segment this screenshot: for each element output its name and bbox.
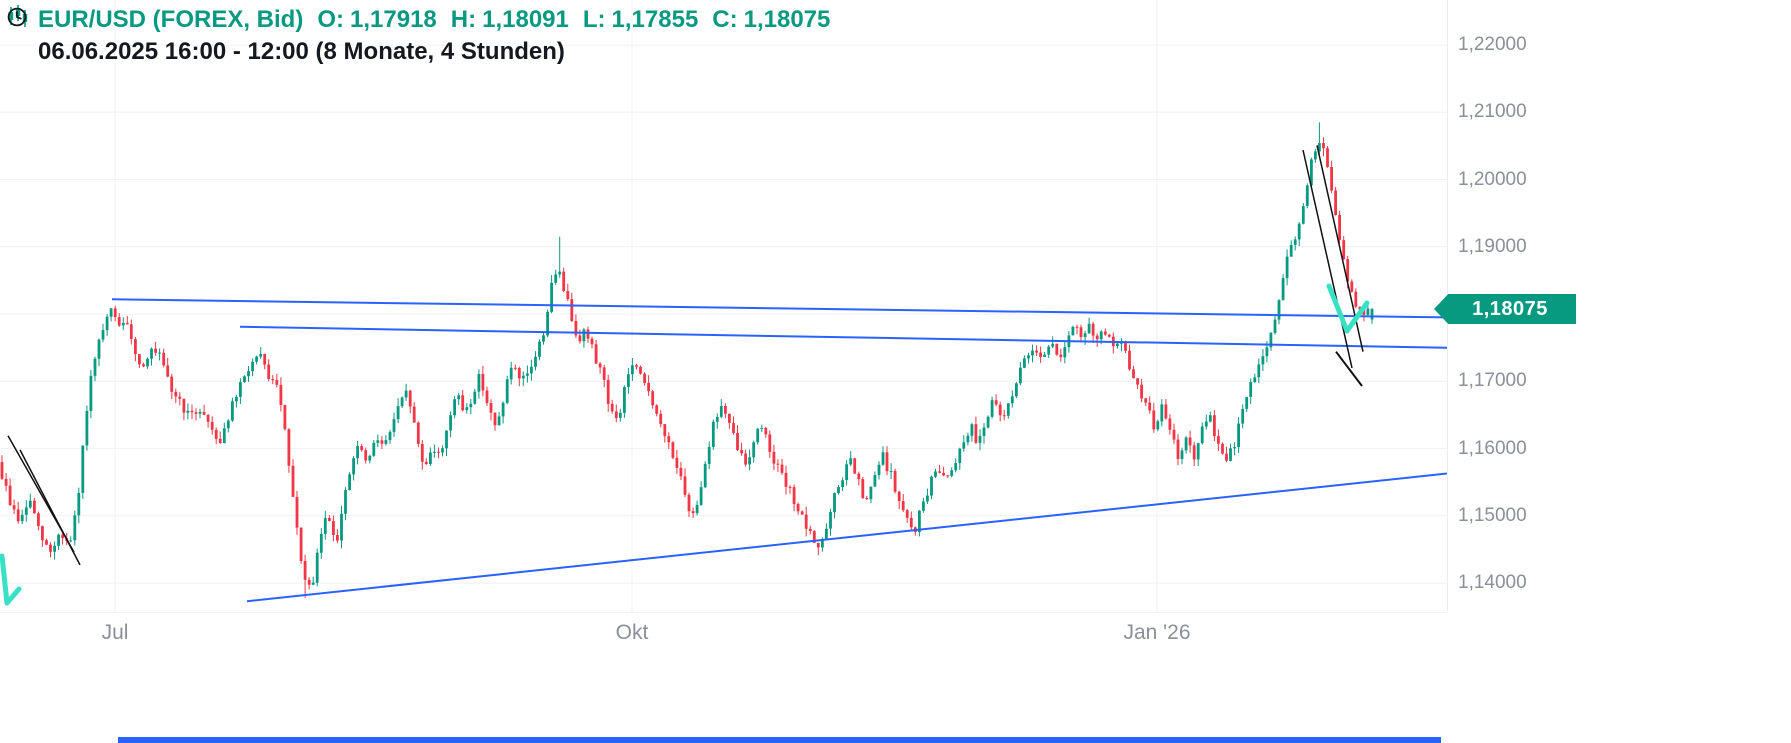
bottom-scrollbar[interactable] bbox=[118, 737, 1441, 743]
time-axis-label: Okt bbox=[615, 621, 649, 644]
price-tick-label: 1,21000 bbox=[1458, 101, 1527, 122]
time-axis-label: Jul bbox=[101, 621, 129, 644]
price-tick-label: 1,16000 bbox=[1458, 438, 1527, 459]
current-price-badge: 1,18075 bbox=[1434, 294, 1576, 324]
chart-legend: EUR/USD (FOREX, Bid) O: 1,17918 H: 1,180… bbox=[6, 4, 830, 68]
pullback-highlight[interactable] bbox=[1326, 283, 1370, 334]
ascending-support-line[interactable] bbox=[246, 472, 1447, 603]
symbol-title: EUR/USD (FOREX, Bid) bbox=[38, 6, 304, 33]
price-axis[interactable]: 1,18075 1,22000 1,21000 1,20000 1,19000 1,17… bbox=[1434, 0, 1791, 612]
clock-icon bbox=[6, 7, 30, 64]
time-axis[interactable]: Jul Okt Jan '26 bbox=[0, 612, 1447, 738]
price-tick-label: 1,19000 bbox=[1458, 236, 1527, 257]
upper-resistance-line[interactable] bbox=[111, 298, 1447, 319]
high-value: 1,18091 bbox=[482, 6, 569, 33]
price-tick-label: 1,14000 bbox=[1458, 572, 1527, 593]
left-flag-lower-line[interactable] bbox=[19, 449, 81, 566]
date-range-row: 06.06.2025 16:00 - 12:00 (8 Monate, 4 St… bbox=[6, 7, 830, 68]
chart-canvas[interactable] bbox=[0, 0, 1447, 612]
open-value: 1,17918 bbox=[350, 6, 437, 33]
price-tick-label: 1,15000 bbox=[1458, 505, 1527, 526]
right-small-mark-line[interactable] bbox=[1335, 351, 1363, 387]
price-tick-label: 1,22000 bbox=[1458, 34, 1527, 55]
right-flag-left-line[interactable] bbox=[1302, 149, 1353, 369]
low-value: 1,17855 bbox=[611, 6, 699, 33]
symbol-ohlc-row: EUR/USD (FOREX, Bid) O: 1,17918 H: 1,180… bbox=[6, 4, 830, 36]
date-range-text: 06.06.2025 16:00 - 12:00 (8 Monate, 4 St… bbox=[38, 38, 565, 65]
high-label: H: bbox=[450, 6, 477, 33]
candlestick-series bbox=[0, 122, 1374, 598]
close-value: 1,18075 bbox=[743, 6, 831, 33]
open-label: O: bbox=[317, 6, 345, 33]
close-label: C: bbox=[712, 6, 738, 33]
current-price-label: 1,18075 bbox=[1472, 298, 1548, 320]
lower-resistance-line[interactable] bbox=[239, 325, 1447, 349]
bottom-left-highlight[interactable] bbox=[0, 553, 22, 606]
time-axis-label: Jan '26 bbox=[1123, 621, 1191, 644]
price-tick-label: 1,20000 bbox=[1458, 169, 1527, 190]
price-tick-label: 1,17000 bbox=[1458, 370, 1527, 391]
price-chart-pane[interactable]: EUR/USD (FOREX, Bid) O: 1,17918 H: 1,180… bbox=[0, 0, 1447, 612]
low-label: L: bbox=[582, 6, 606, 33]
